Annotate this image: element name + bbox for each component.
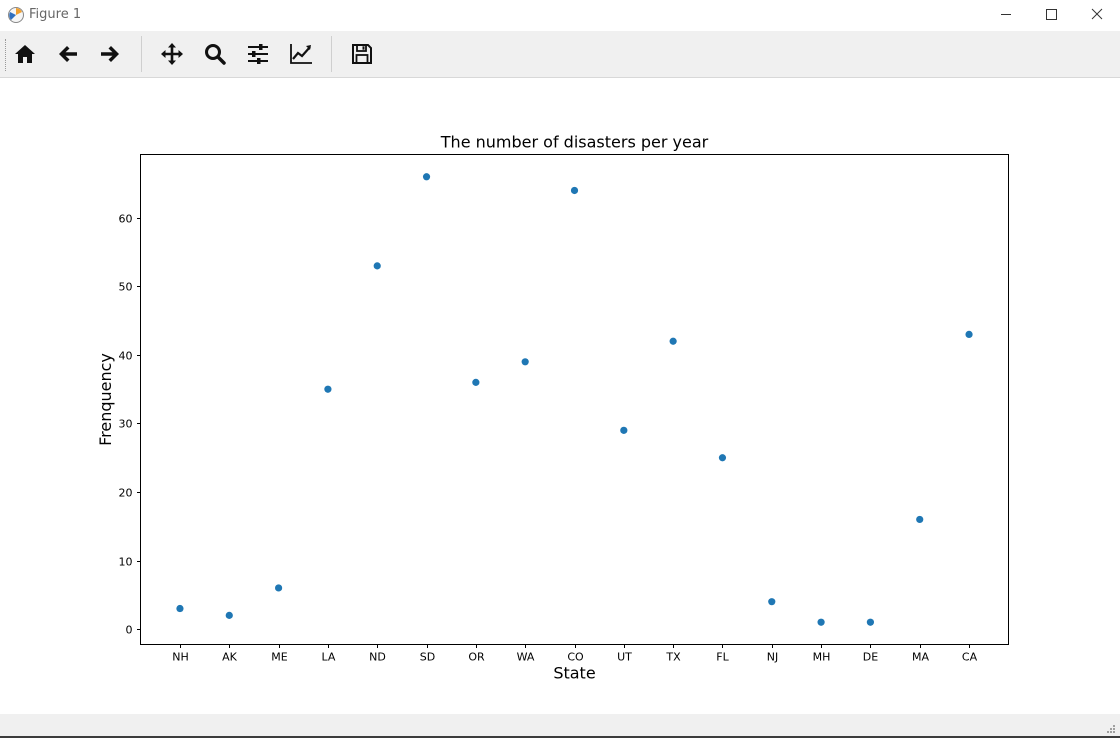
- toolbar: [0, 31, 1120, 78]
- y-tick-label: 40: [119, 350, 133, 363]
- x-tick-label: ME: [271, 651, 287, 664]
- back-button[interactable]: [52, 38, 84, 70]
- data-point: [718, 454, 727, 462]
- save-button[interactable]: [346, 38, 378, 70]
- y-axis-label: Frenquency: [96, 353, 115, 446]
- close-icon: [1091, 8, 1103, 20]
- data-point: [768, 598, 776, 606]
- data-point: [324, 385, 332, 393]
- data-point: [472, 378, 480, 386]
- y-tick-label: 60: [119, 213, 133, 226]
- minimize-button[interactable]: [983, 0, 1029, 30]
- save-icon: [352, 44, 372, 64]
- configure-subplots-button[interactable]: [242, 38, 274, 70]
- data-point: [274, 584, 283, 592]
- data-point: [817, 618, 825, 626]
- data-point: [225, 611, 233, 619]
- status-bar: [0, 714, 1120, 736]
- x-tick-label: UT: [617, 651, 632, 664]
- scatter-chart: 0 10 20 30 40 50 60 NH AK ME LA ND SD OR WA CO UT TX FL NJ M…: [96, 133, 1009, 683]
- minimize-icon: [1001, 14, 1011, 15]
- data-point: [422, 173, 431, 181]
- data-point: [373, 262, 381, 270]
- app-icon: [8, 7, 24, 23]
- window-titlebar: Figure 1: [0, 0, 1120, 30]
- data-point: [965, 330, 973, 338]
- x-tick-label: NH: [172, 651, 189, 664]
- line-chart-icon: [290, 44, 312, 64]
- y-tick-label: 10: [119, 556, 133, 569]
- x-tick-label: MA: [912, 651, 929, 664]
- window-bottom-border: [0, 736, 1120, 738]
- maximize-button[interactable]: [1028, 0, 1074, 30]
- move-icon: [161, 43, 183, 65]
- sliders-icon: [248, 44, 268, 64]
- x-tick-label: DE: [863, 651, 878, 664]
- x-tick-label: MH: [813, 651, 831, 664]
- zoom-button[interactable]: [199, 38, 231, 70]
- close-button[interactable]: [1074, 0, 1120, 30]
- x-tick-label: OR: [468, 651, 485, 664]
- home-button[interactable]: [9, 38, 41, 70]
- x-tick-label: CA: [962, 651, 978, 664]
- x-tick-label: WA: [517, 651, 535, 664]
- y-tick-label: 30: [119, 418, 133, 431]
- x-tick-label: NJ: [767, 651, 778, 664]
- maximize-icon: [1046, 9, 1057, 20]
- toolbar-separator: [141, 36, 142, 72]
- x-tick-label: FL: [716, 651, 729, 664]
- arrow-right-icon: [101, 46, 119, 62]
- y-tick-label: 50: [119, 281, 133, 294]
- search-icon: [205, 44, 226, 65]
- data-point: [570, 186, 579, 195]
- data-point: [916, 515, 924, 524]
- chart-title: The number of disasters per year: [440, 133, 709, 152]
- pan-button[interactable]: [156, 38, 188, 70]
- arrow-left-icon: [59, 46, 77, 62]
- data-point: [521, 358, 529, 366]
- x-tick-label: AK: [222, 651, 238, 664]
- window-title: Figure 1: [29, 7, 82, 22]
- x-axis-label: State: [553, 664, 595, 683]
- data-point: [669, 337, 677, 345]
- edit-axis-button[interactable]: [285, 38, 317, 70]
- data-point: [176, 604, 184, 613]
- x-tick-label: SD: [420, 651, 435, 664]
- y-tick-label: 20: [119, 487, 133, 500]
- x-tick-label: LA: [322, 651, 336, 664]
- plot-area: [140, 154, 1009, 645]
- resize-grip-icon[interactable]: [1106, 724, 1116, 734]
- x-tick-label: ND: [369, 651, 386, 664]
- forward-button[interactable]: [94, 38, 126, 70]
- toolbar-grip: [5, 39, 8, 71]
- y-tick-label: 0: [126, 624, 133, 637]
- x-tick-label: TX: [665, 651, 681, 664]
- toolbar-separator: [331, 36, 332, 72]
- x-tick-label: CO: [567, 651, 584, 664]
- data-point: [620, 426, 628, 434]
- home-icon: [15, 45, 35, 63]
- data-point: [866, 618, 875, 626]
